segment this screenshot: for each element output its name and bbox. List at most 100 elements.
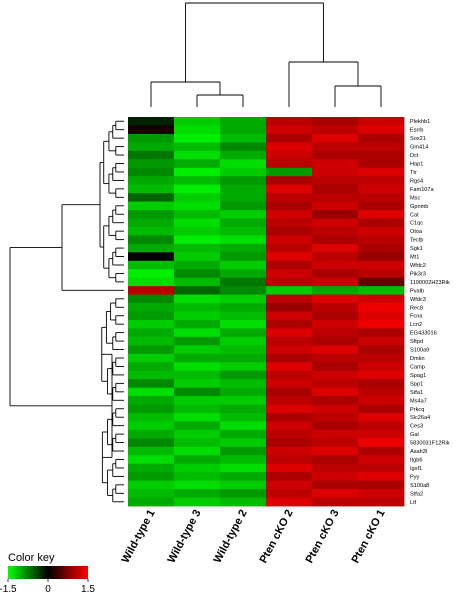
color-key-ticks: -1.5 0 1.5 — [0, 579, 95, 595]
heatmap-cell — [312, 362, 359, 372]
heatmap-cell — [174, 429, 221, 439]
heatmap-cell — [266, 176, 313, 186]
heatmap-cell — [174, 226, 221, 236]
gene-label: Ttr — [410, 170, 417, 176]
heatmap-cell — [174, 176, 221, 186]
heatmap-cell — [128, 210, 175, 219]
heatmap-cell — [358, 497, 405, 507]
heatmap-cell — [312, 396, 359, 405]
heatmap-cell — [312, 125, 359, 135]
heatmap-cell — [174, 319, 221, 329]
heatmap-cell — [266, 201, 313, 211]
heatmap-cell — [266, 294, 313, 304]
heatmap-cell — [174, 311, 221, 321]
heatmap-cell — [312, 455, 359, 465]
heatmap-cell — [266, 117, 313, 126]
heatmap-cell — [312, 497, 359, 507]
color-key-tick-label: 0 — [45, 584, 51, 595]
heatmap-cell — [358, 142, 405, 152]
heatmap-cell — [174, 412, 221, 422]
heatmap-cell — [220, 167, 267, 177]
sample-label: Wild-type 3 — [166, 508, 204, 565]
heatmap-cell — [128, 303, 175, 312]
heatmap-cell — [358, 235, 405, 245]
heatmap-cell — [266, 370, 313, 380]
heatmap-cell — [128, 379, 175, 389]
heatmap-cell — [266, 421, 313, 431]
heatmap-cell — [128, 252, 175, 262]
heatmap-cell — [266, 319, 313, 329]
heatmap-cell — [312, 286, 359, 295]
heatmap-cell — [266, 455, 313, 465]
heatmap-cell — [128, 336, 175, 346]
heatmap-cell — [358, 176, 405, 186]
heatmap-cell — [266, 463, 313, 473]
gene-label: Sox21 — [410, 136, 426, 142]
heatmap-cell — [220, 125, 267, 135]
heatmap-cell — [128, 396, 175, 405]
heatmap-cell — [312, 159, 359, 169]
heatmap-cell — [220, 497, 267, 507]
heatmap-cell — [312, 294, 359, 304]
heatmap-cell — [128, 159, 175, 169]
color-key-tick-label: 1.5 — [81, 584, 95, 595]
heatmap-cell — [312, 438, 359, 448]
heatmap-cell — [266, 184, 313, 194]
heatmap-cell — [358, 396, 405, 405]
gene-label: Pik3r3 — [410, 271, 426, 277]
gene-label: Itgb6 — [410, 457, 422, 463]
heatmap-cell — [220, 472, 267, 482]
heatmap-cell — [128, 404, 175, 414]
sample-label: Pten cKO 2 — [258, 508, 296, 565]
gene-label: Fcna — [410, 314, 423, 320]
heatmap-cell — [220, 159, 267, 169]
gene-label: Fam107a — [410, 187, 435, 193]
heatmap-cell — [220, 463, 267, 473]
heatmap-cell — [220, 303, 267, 312]
sample-label: Wild-type 2 — [212, 508, 250, 565]
heatmap-cell — [128, 243, 175, 253]
gene-label: Pyy — [410, 474, 420, 480]
heatmap-cell — [220, 489, 267, 498]
heatmap-cell — [128, 167, 175, 177]
gene-label: C1qc — [410, 221, 423, 227]
heatmap-cell — [220, 370, 267, 380]
heatmap-cell — [220, 260, 267, 270]
heatmap-cell — [174, 345, 221, 355]
heatmap-cell — [266, 125, 313, 135]
heatmap-cell — [220, 243, 267, 253]
heatmap-cell — [312, 404, 359, 414]
heatmap-cell — [128, 269, 175, 279]
heatmap-cell — [312, 260, 359, 270]
gene-label: Stfa2 — [410, 491, 423, 497]
sample-labels: Wild-type 1 Wild-type 3 Wild-type 2 Pten cK… — [120, 508, 388, 565]
heatmap-cell — [220, 277, 267, 287]
heatmap-cell — [266, 269, 313, 279]
heatmap-cell — [128, 150, 175, 160]
heatmap-cell — [128, 438, 175, 448]
heatmap-cell — [266, 328, 313, 338]
heatmap-cell — [128, 142, 175, 152]
heatmap-cell — [174, 184, 221, 194]
heatmap-cell — [128, 218, 175, 228]
heatmap-cell — [174, 294, 221, 304]
heatmap-cell — [266, 438, 313, 448]
heatmap-cell — [358, 362, 405, 372]
heatmap-cell — [220, 210, 267, 219]
heatmap-cell — [266, 362, 313, 372]
heatmap-cell — [312, 480, 359, 490]
heatmap-cell — [358, 226, 405, 236]
heatmap-cell — [174, 472, 221, 482]
heatmap-cell — [128, 446, 175, 456]
heatmap-cell — [358, 429, 405, 439]
heatmap-cell — [266, 472, 313, 482]
heatmap-cell — [358, 370, 405, 380]
heatmap-cell — [266, 497, 313, 507]
heatmap-cell — [358, 210, 405, 219]
heatmap-cell — [312, 472, 359, 482]
heatmap-cell — [128, 370, 175, 380]
heatmap-cell — [312, 226, 359, 236]
heatmap-cell — [266, 311, 313, 321]
heatmap-cell — [358, 463, 405, 473]
